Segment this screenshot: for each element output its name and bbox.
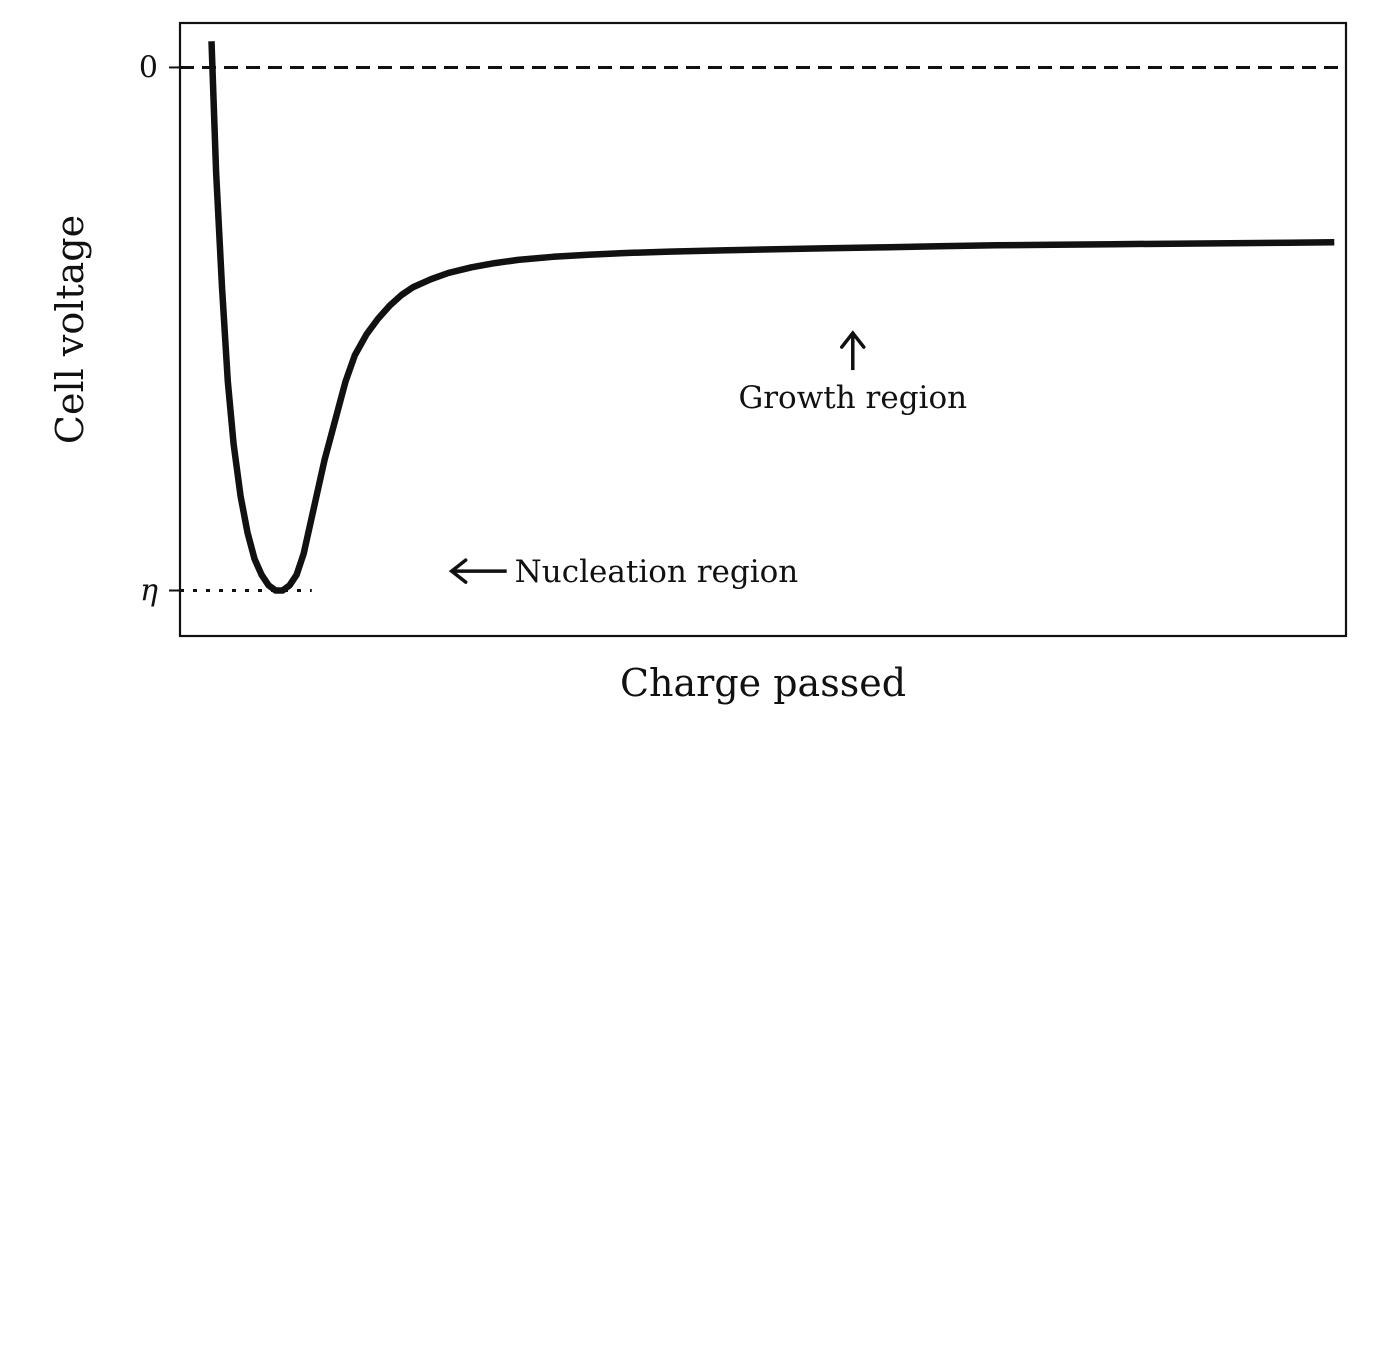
- growth-annotation-label: Growth region: [738, 380, 967, 416]
- reference-lines: [180, 65, 1346, 592]
- y-axis-title: Cell voltage: [48, 215, 92, 444]
- nucleation-annotation-arrow-head: [448, 558, 468, 584]
- nucleation-annotation-label: Nucleation region: [515, 554, 799, 590]
- data-series: [208, 41, 1335, 594]
- axes: [178, 21, 1348, 638]
- series-line-0: [208, 41, 1335, 594]
- growth-annotation-arrow-head: [840, 330, 866, 349]
- y-tick-label-0: 0: [139, 50, 158, 85]
- plot-frame: [178, 21, 1348, 638]
- y-ticks: 0η: [139, 50, 180, 608]
- y-tick-label-1: η: [140, 573, 158, 608]
- annotations: Nucleation region Growth region: [448, 330, 967, 590]
- x-axis-title: Charge passed: [620, 661, 906, 705]
